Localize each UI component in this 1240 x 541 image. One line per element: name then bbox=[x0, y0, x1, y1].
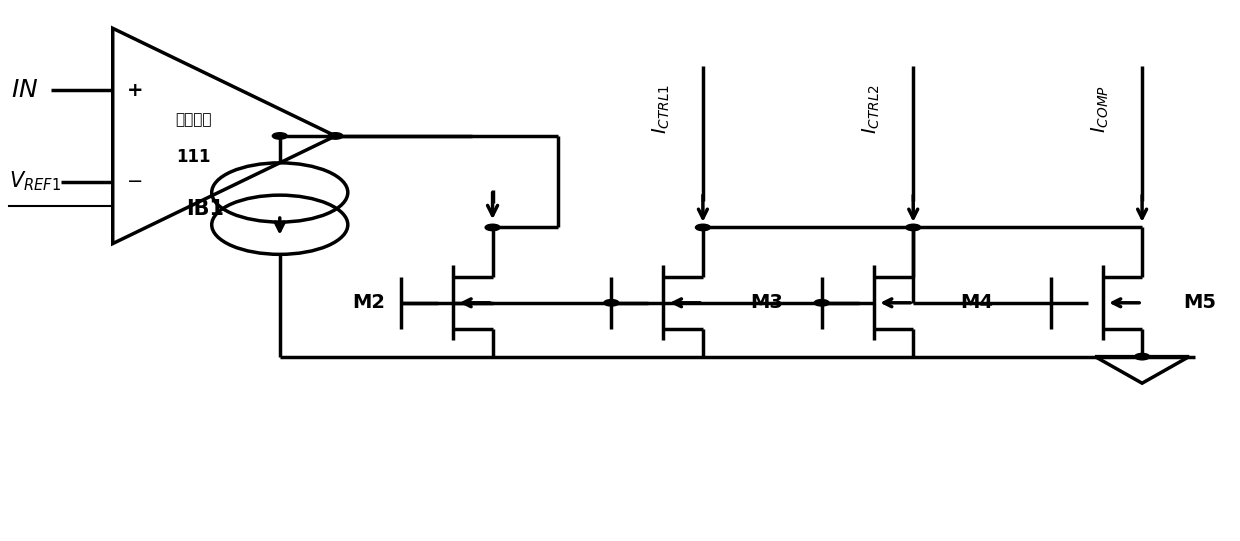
Text: M4: M4 bbox=[960, 293, 993, 312]
Circle shape bbox=[329, 133, 343, 139]
Text: −: − bbox=[126, 172, 143, 191]
Circle shape bbox=[815, 300, 830, 306]
Text: M2: M2 bbox=[352, 293, 384, 312]
Circle shape bbox=[905, 224, 920, 230]
Text: $V_{REF1}$: $V_{REF1}$ bbox=[9, 170, 61, 194]
Circle shape bbox=[604, 300, 619, 306]
Text: $IN$: $IN$ bbox=[11, 78, 38, 102]
Circle shape bbox=[696, 224, 711, 230]
Text: M3: M3 bbox=[750, 293, 782, 312]
Text: $I_{COMP}$: $I_{COMP}$ bbox=[1090, 85, 1111, 133]
Circle shape bbox=[273, 133, 288, 139]
Text: M5: M5 bbox=[1183, 293, 1216, 312]
Text: $I_{CTRL1}$: $I_{CTRL1}$ bbox=[651, 84, 672, 134]
Text: $I_{CTRL2}$: $I_{CTRL2}$ bbox=[861, 84, 883, 134]
Text: 111: 111 bbox=[176, 148, 211, 167]
Text: +: + bbox=[126, 81, 144, 100]
Circle shape bbox=[485, 224, 500, 230]
Text: IB1: IB1 bbox=[186, 199, 224, 219]
Circle shape bbox=[1135, 353, 1149, 360]
Text: 跨导运放: 跨导运放 bbox=[175, 113, 211, 127]
